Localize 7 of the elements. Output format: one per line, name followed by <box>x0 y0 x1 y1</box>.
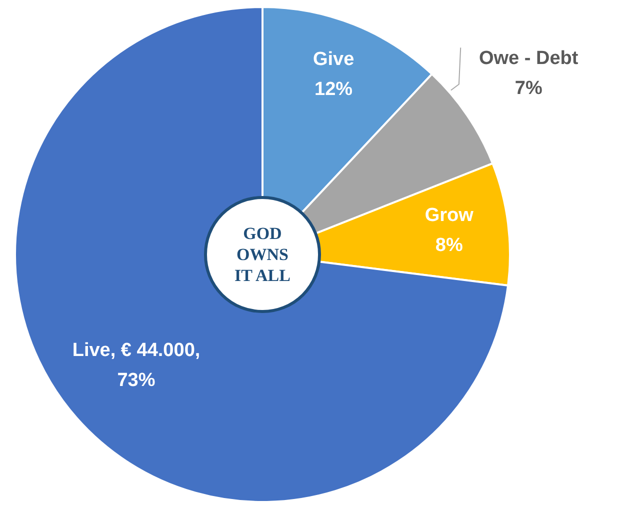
data-label: 8% <box>435 235 463 256</box>
slice-label: Give <box>312 49 354 70</box>
slice-label: Owe - Debt <box>478 48 579 69</box>
data-label: 12% <box>314 79 353 100</box>
data-label: 7% <box>514 78 542 99</box>
slice-label: Grow <box>424 205 474 226</box>
slice-label: Live, € 44.000, 73% <box>72 340 200 392</box>
